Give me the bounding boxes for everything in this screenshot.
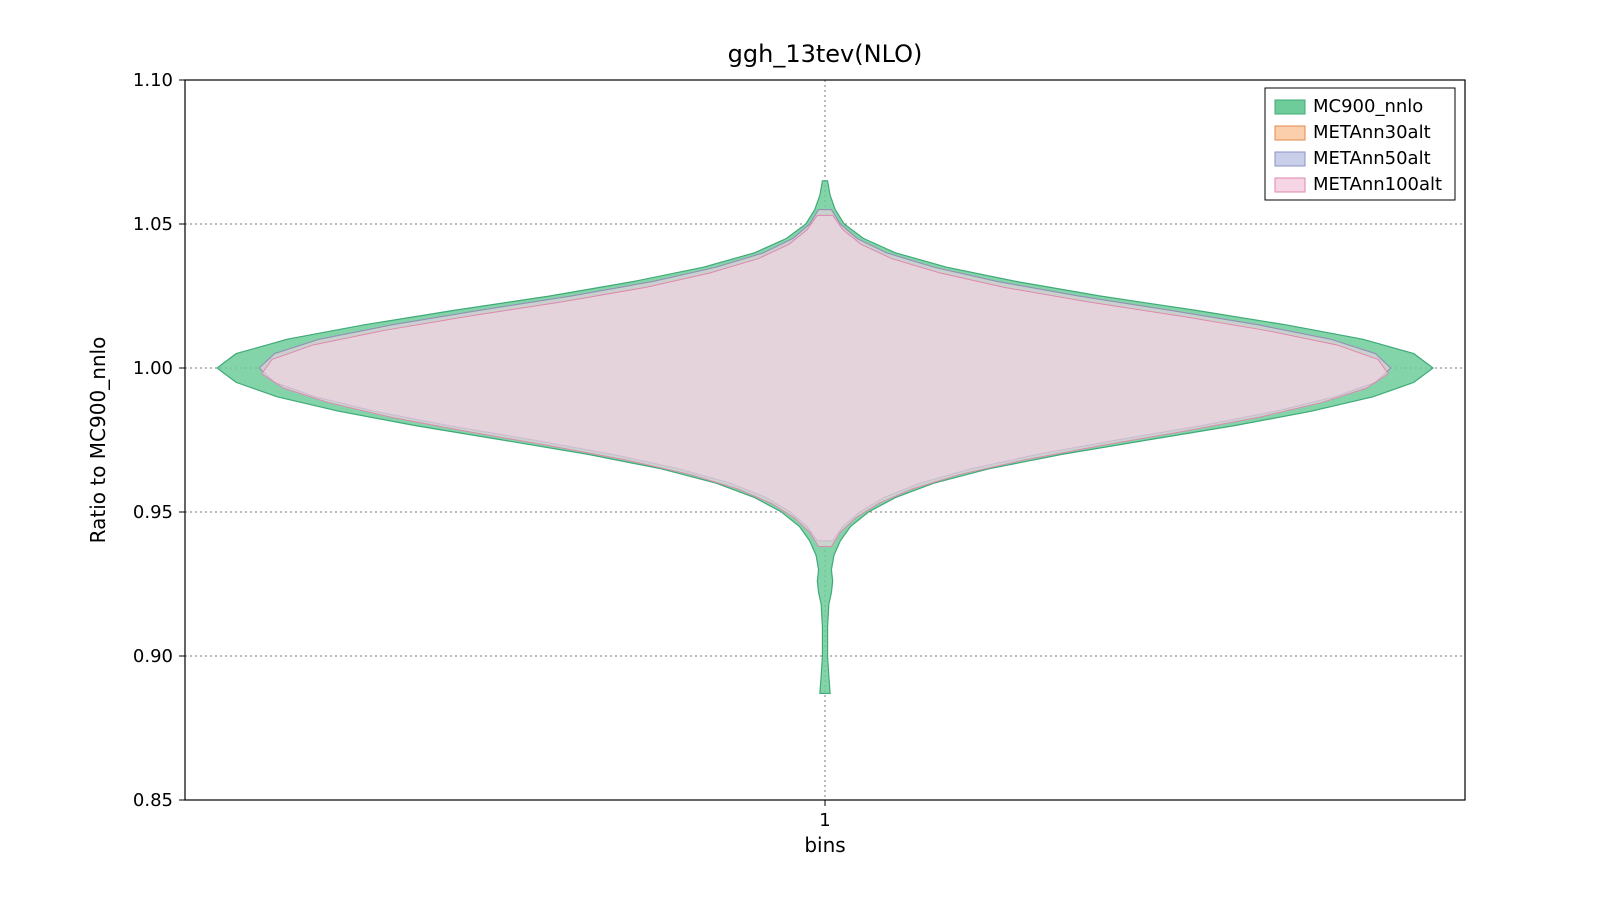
- legend-label: MC900_nnlo: [1313, 96, 1423, 117]
- ytick-label: 1.00: [133, 358, 173, 379]
- legend-swatch: [1275, 126, 1305, 140]
- x-axis-label: bins: [804, 833, 845, 857]
- chart-container: 0.85 0.90 0.95 1.00 1.05 1.10 1 ggh_13tev(NLO)b…: [0, 0, 1600, 900]
- legend-label: METAnn50alt: [1313, 148, 1431, 169]
- ytick-label: 1.05: [133, 214, 173, 235]
- y-axis-label: Ratio to MC900_nnlo: [86, 337, 110, 544]
- xtick-label: 1: [819, 810, 830, 831]
- legend-swatch: [1275, 178, 1305, 192]
- legend-label: METAnn100alt: [1313, 174, 1442, 195]
- ytick-label: 1.10: [133, 70, 173, 91]
- ytick-label: 0.90: [133, 646, 173, 667]
- legend-swatch: [1275, 100, 1305, 114]
- ytick-label: 0.95: [133, 502, 173, 523]
- ytick-label: 0.85: [133, 790, 173, 811]
- legend-swatch: [1275, 152, 1305, 166]
- legend-label: METAnn30alt: [1313, 122, 1431, 143]
- violin-plot-svg: 0.85 0.90 0.95 1.00 1.05 1.10 1 ggh_13tev(NLO)b…: [0, 0, 1600, 900]
- chart-title: ggh_13tev(NLO): [728, 40, 923, 68]
